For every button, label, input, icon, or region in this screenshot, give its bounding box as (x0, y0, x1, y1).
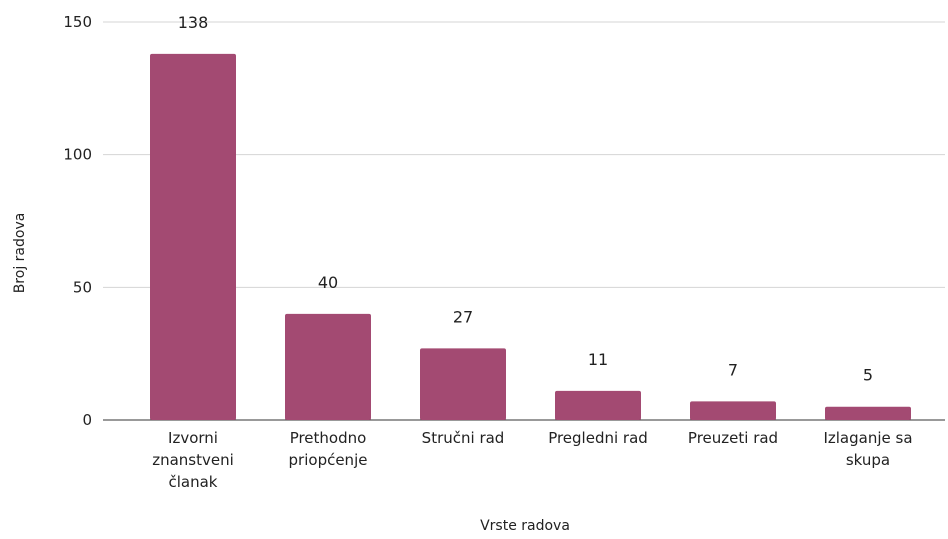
y-axis-title: Broj radova (12, 213, 28, 294)
x-tick-label: Preuzeti rad (688, 429, 778, 447)
x-axis-title: Vrste radova (480, 518, 570, 534)
data-label: 27 (453, 307, 473, 326)
bar (420, 348, 506, 420)
bar (690, 401, 776, 420)
bar (825, 406, 911, 420)
bar (285, 313, 371, 420)
bar (150, 53, 236, 421)
data-label: 7 (728, 360, 738, 379)
x-tick-label: Izvorni (168, 429, 218, 447)
data-label: 138 (178, 13, 209, 32)
y-tick-label: 150 (63, 13, 92, 31)
x-tick-label: Prethodno (290, 429, 367, 447)
y-tick-label: 0 (82, 411, 92, 429)
data-label: 40 (318, 273, 338, 292)
grid (103, 21, 945, 421)
y-tick-label: 50 (73, 278, 92, 296)
x-tick-label: članak (169, 473, 218, 491)
x-tick-label: Izlaganje sa (823, 429, 912, 447)
labels: 0 50 100 150 138 Izvorni znanstveni članak 40 Pre… (63, 13, 912, 491)
x-tick-label: Pregledni rad (548, 429, 648, 447)
x-tick-label: znanstveni (152, 451, 234, 469)
y-tick-label: 100 (63, 146, 92, 164)
bar (555, 390, 641, 420)
x-tick-label: skupa (846, 451, 890, 469)
data-label: 5 (863, 366, 873, 385)
x-tick-label: priopćenje (289, 451, 368, 469)
data-label: 11 (588, 350, 608, 369)
x-tick-label: Stručni rad (422, 429, 505, 447)
bars (150, 53, 911, 421)
